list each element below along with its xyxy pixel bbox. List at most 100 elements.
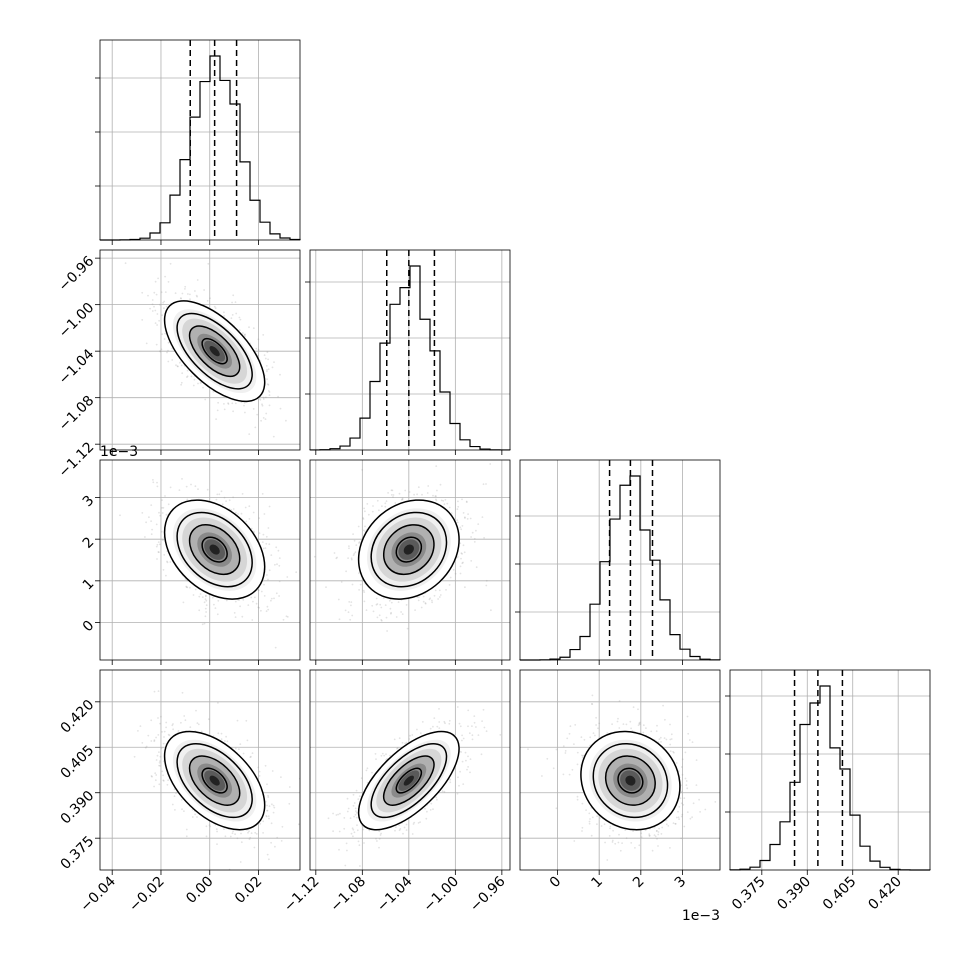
scatter-point — [190, 483, 192, 486]
scatter-point — [244, 506, 247, 509]
scatter-point — [350, 558, 353, 561]
scatter-point — [262, 820, 265, 823]
scatter-point — [166, 560, 168, 563]
scatter-point — [439, 594, 442, 596]
scatter-point — [159, 722, 162, 725]
density — [327, 706, 502, 867]
grid — [100, 250, 300, 450]
scatter-point — [216, 830, 219, 833]
scatter-point — [345, 570, 347, 573]
scatter-point — [348, 547, 350, 550]
scatter-point — [226, 740, 229, 743]
scatter-point — [160, 747, 163, 750]
scatter-point — [350, 604, 352, 607]
scatter-point — [380, 619, 383, 622]
scatter-point — [471, 531, 474, 534]
scatter-point — [267, 578, 269, 581]
scatter-point — [278, 595, 280, 597]
scatter-point — [236, 837, 239, 840]
scatter-point — [440, 499, 443, 502]
scatter-point — [448, 506, 451, 509]
scatter-point — [168, 734, 171, 737]
scatter-point — [257, 766, 260, 769]
scatter-point — [171, 803, 174, 806]
scatter-point — [242, 332, 244, 334]
scatter-point — [429, 597, 432, 600]
scatter-point — [421, 493, 423, 496]
scatter-point — [251, 752, 254, 754]
scatter-point — [460, 528, 463, 531]
scatter-point — [227, 403, 230, 405]
scatter-point — [277, 395, 279, 398]
scatter-point — [183, 810, 185, 812]
scatter-point — [262, 832, 264, 834]
scatter-point — [386, 630, 388, 632]
scatter-point — [354, 551, 357, 554]
scatter-point — [212, 390, 215, 393]
scatter-point — [258, 532, 261, 535]
scatter-point — [231, 314, 234, 316]
scatter-point — [186, 498, 189, 501]
y-tick-label: 0.375 — [58, 833, 98, 873]
contour-3 — [357, 499, 460, 600]
scatter-point — [380, 619, 383, 621]
scatter-point — [167, 281, 170, 283]
scatter-point — [288, 786, 291, 788]
scatter-point — [181, 808, 183, 811]
scatter-point — [362, 589, 365, 592]
scatter-point — [347, 807, 350, 810]
scatter-point — [327, 817, 330, 820]
scatter-point — [157, 690, 160, 692]
scatter-point — [475, 529, 477, 532]
scatter-point — [162, 301, 165, 304]
scatter-point — [353, 552, 356, 555]
scatter-point — [473, 541, 476, 543]
scatter-point — [268, 569, 271, 572]
scatter-point — [395, 616, 398, 618]
scatter-point — [260, 419, 262, 422]
scatter-point — [159, 760, 161, 762]
scatter-point — [154, 322, 157, 324]
contour-0 — [395, 536, 423, 563]
scatter-point — [384, 604, 387, 606]
scatter-point — [244, 335, 246, 338]
scatter-point — [352, 554, 355, 557]
scatter-point — [337, 598, 340, 601]
scatter-point — [477, 734, 480, 736]
scatter-point — [376, 499, 379, 502]
scatter-point — [402, 832, 404, 835]
scatter-point — [280, 776, 282, 778]
scatter-point — [475, 566, 478, 569]
scatter-point — [161, 770, 164, 773]
scatter-point — [388, 599, 391, 602]
scatter-point — [150, 520, 153, 522]
scatter-point — [435, 498, 437, 501]
scatter-point — [160, 291, 163, 294]
scatter-point — [207, 718, 210, 721]
scatter-point — [230, 317, 233, 320]
panel-frame — [99, 249, 301, 451]
scatter-point — [273, 597, 275, 600]
y-tick-label: 0.405 — [58, 742, 98, 782]
scatter-point — [439, 483, 442, 486]
scatter-point — [267, 608, 270, 611]
scatter-point — [153, 739, 156, 741]
scatter-point — [261, 541, 264, 543]
scatter-point — [363, 591, 366, 593]
scatter-point — [208, 824, 211, 827]
scatter-point — [249, 836, 252, 839]
scatter-point — [266, 804, 268, 807]
scatter-point — [418, 596, 420, 599]
scatter-point — [161, 507, 163, 509]
scatter-point — [205, 825, 208, 828]
scatter-point — [265, 365, 268, 367]
scatter-point — [340, 581, 343, 583]
scatter-point — [183, 715, 186, 717]
scatter-point — [365, 609, 368, 611]
scatter-point — [352, 835, 354, 838]
scatter-point — [431, 601, 433, 604]
scatter-point — [258, 517, 260, 519]
scatter-point — [235, 312, 238, 315]
scatter-point — [119, 514, 121, 517]
scatter-point — [344, 864, 347, 867]
